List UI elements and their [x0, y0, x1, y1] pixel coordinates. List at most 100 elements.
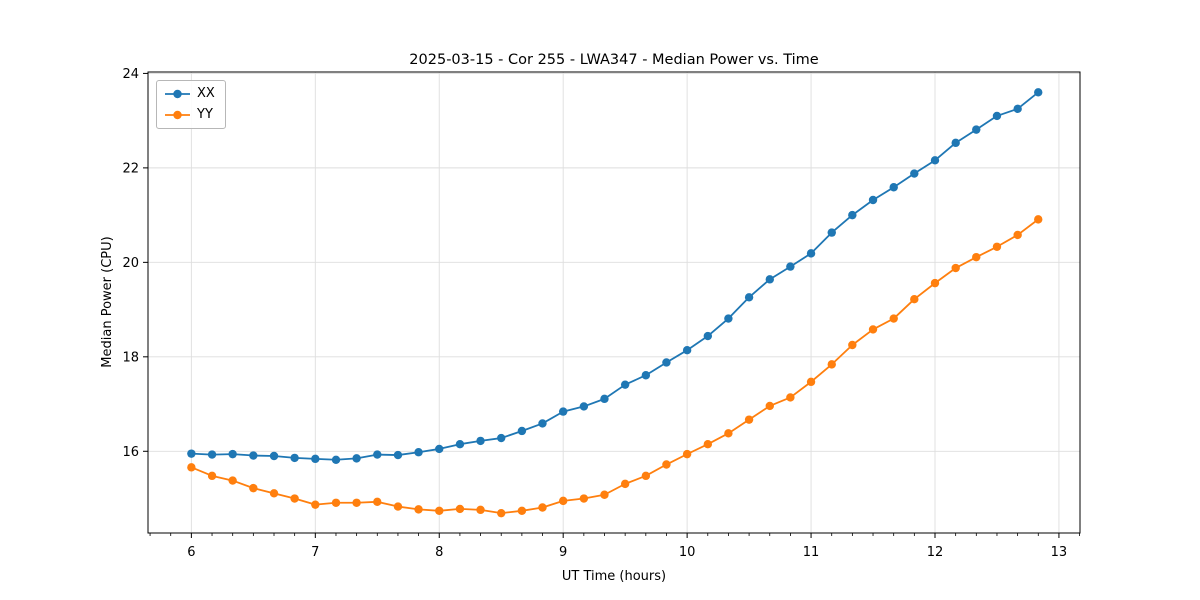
- data-point-yy: [930, 278, 940, 288]
- data-point-yy: [682, 449, 692, 459]
- data-point-xx: [269, 451, 279, 461]
- data-point-xx: [187, 449, 196, 458]
- y-tick-label: 20: [122, 256, 139, 271]
- data-point-yy: [951, 263, 960, 273]
- data-point-xx: [517, 426, 527, 436]
- axes-spines: [147, 71, 1081, 534]
- data-point-xx: [290, 453, 299, 463]
- data-point-yy: [476, 505, 485, 515]
- data-point-yy: [393, 502, 403, 511]
- data-point-yy: [228, 476, 237, 485]
- data-point-xx: [972, 125, 981, 134]
- data-point-yy: [249, 483, 258, 493]
- data-point-yy: [848, 340, 857, 350]
- data-point-yy: [579, 494, 589, 503]
- data-point-xx: [331, 455, 341, 464]
- legend-entry-xx: XX: [164, 85, 217, 103]
- data-point-xx: [910, 169, 919, 178]
- data-point-yy: [703, 440, 713, 449]
- data-point-yy: [187, 463, 196, 472]
- tick-layer: 6 7 8 9 10 11 12 13 16 18 20 22 24: [122, 67, 1080, 560]
- data-point-xx: [558, 407, 568, 416]
- data-point-xx: [497, 433, 506, 443]
- data-point-yy: [972, 252, 981, 262]
- legend-line-marker-xx: [165, 89, 190, 99]
- data-point-xx: [662, 358, 671, 367]
- data-point-yy: [910, 294, 919, 304]
- data-point-xx: [848, 210, 857, 220]
- series-line-xx: [190, 91, 1040, 461]
- x-axis-label: UT Time (hours): [562, 569, 666, 584]
- data-point-yy: [992, 242, 1002, 251]
- legend: XX YY: [156, 80, 226, 129]
- data-point-yy: [517, 506, 527, 516]
- data-point-xx: [1013, 104, 1022, 114]
- data-point-yy: [765, 401, 774, 411]
- data-point-yy: [497, 508, 506, 518]
- plot-border: [147, 71, 1081, 534]
- data-point-yy: [641, 471, 651, 481]
- series-layer: [187, 88, 1043, 518]
- series-line-yy: [190, 218, 1040, 515]
- legend-label-xx: XX: [197, 86, 215, 101]
- data-point-xx: [930, 156, 940, 165]
- data-point-yy: [455, 504, 465, 514]
- data-point-xx: [827, 228, 836, 237]
- x-tick-label: 12: [927, 545, 944, 560]
- x-tick-label: 7: [311, 545, 319, 560]
- data-point-xx: [992, 111, 1002, 121]
- legend-entry-yy: YY: [164, 106, 217, 124]
- data-point-yy: [620, 479, 630, 489]
- data-point-xx: [600, 394, 609, 404]
- data-point-xx: [414, 448, 423, 457]
- data-point-xx: [455, 440, 465, 449]
- data-point-xx: [889, 183, 898, 192]
- data-point-xx: [682, 346, 692, 355]
- data-point-yy: [269, 489, 279, 498]
- x-tick-label: 6: [187, 545, 195, 560]
- data-point-xx: [1034, 88, 1043, 97]
- legend-label-yy: YY: [197, 107, 213, 122]
- data-point-yy: [435, 506, 444, 516]
- data-point-xx: [786, 262, 795, 271]
- data-point-xx: [373, 450, 382, 459]
- data-point-xx: [249, 451, 258, 460]
- data-point-yy: [786, 393, 795, 402]
- y-tick-label: 24: [122, 67, 139, 82]
- data-point-yy: [889, 314, 898, 323]
- data-point-yy: [744, 415, 754, 424]
- data-point-yy: [311, 500, 320, 509]
- x-tick-label: 8: [435, 545, 443, 560]
- data-point-yy: [290, 494, 299, 503]
- grid-layer: [148, 72, 1080, 533]
- data-point-xx: [620, 380, 630, 389]
- data-point-yy: [1034, 215, 1043, 224]
- data-point-xx: [765, 275, 774, 284]
- data-point-xx: [228, 449, 237, 459]
- data-point-xx: [951, 138, 960, 148]
- data-point-yy: [352, 498, 361, 507]
- x-tick-label: 10: [679, 545, 696, 560]
- y-tick-label: 18: [122, 350, 139, 365]
- data-point-xx: [207, 450, 217, 459]
- legend-line-marker-yy: [165, 110, 190, 120]
- data-point-yy: [662, 460, 671, 469]
- chart-title: 2025-03-15 - Cor 255 - LWA347 - Median P…: [409, 52, 818, 68]
- data-point-yy: [414, 505, 423, 514]
- x-tick-label: 13: [1051, 545, 1068, 560]
- data-point-xx: [806, 249, 816, 258]
- data-point-xx: [311, 454, 320, 464]
- data-point-yy: [538, 503, 547, 512]
- data-point-yy: [868, 325, 878, 334]
- y-tick-label: 22: [122, 161, 139, 176]
- x-tick-label: 9: [559, 545, 567, 560]
- data-point-xx: [352, 454, 361, 463]
- data-point-yy: [1013, 230, 1022, 240]
- data-point-xx: [703, 331, 713, 341]
- data-point-yy: [724, 429, 733, 438]
- y-axis-label: Median Power (CPU): [100, 236, 115, 367]
- data-point-xx: [476, 436, 485, 446]
- data-point-xx: [641, 371, 651, 380]
